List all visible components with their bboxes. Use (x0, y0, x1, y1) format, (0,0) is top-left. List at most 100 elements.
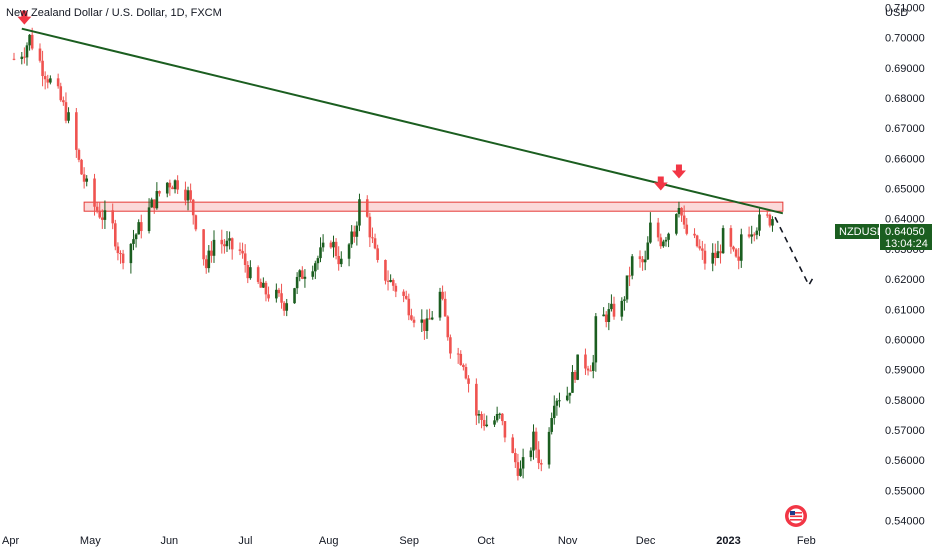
candle (171, 185, 174, 190)
candle-body (649, 222, 652, 243)
flag-globe-icon[interactable] (785, 505, 807, 527)
candle (77, 148, 81, 163)
candle (246, 261, 250, 284)
candle (537, 441, 540, 470)
candle-body (493, 420, 496, 425)
candle-body (675, 214, 678, 234)
candle (49, 75, 52, 85)
candle (729, 225, 733, 254)
candle (630, 254, 634, 280)
candle (212, 230, 216, 263)
x-tick-label: 2023 (716, 535, 740, 547)
candle-body (630, 256, 634, 276)
arrow-down-icon (653, 176, 668, 191)
candle-body (529, 450, 533, 458)
candle (464, 363, 468, 380)
x-tick-label: Nov (558, 535, 578, 547)
candle (719, 244, 722, 264)
candle-body (420, 319, 424, 323)
bar-countdown: 13:04:24 (885, 238, 928, 250)
candle-body (165, 182, 169, 194)
candle-body (85, 178, 89, 182)
candle (173, 179, 177, 194)
candle (355, 221, 359, 246)
candle-body (475, 383, 478, 416)
candle-body (80, 159, 83, 175)
candle-body (147, 207, 151, 232)
candle-body (314, 263, 317, 272)
candle-body (298, 270, 302, 277)
candle (664, 236, 668, 247)
candle-body (334, 241, 338, 256)
candle (12, 52, 16, 61)
candle-body (752, 234, 756, 236)
candle-body (729, 228, 733, 247)
candle (186, 186, 190, 211)
candle-body (558, 400, 561, 402)
candle (46, 74, 50, 89)
candle-body (503, 421, 507, 438)
symbol-tag-bg (835, 224, 879, 239)
candle-body (176, 180, 179, 190)
candle-body (462, 364, 465, 367)
candle-body (301, 270, 304, 279)
y-axis[interactable]: 0.71000 0.70000 0.69000 0.68000 0.67000 0.660… (885, 3, 925, 528)
candle (449, 334, 452, 359)
candle (280, 283, 283, 309)
candle-body (771, 219, 774, 226)
y-tick-label: 0.55000 (885, 485, 925, 497)
candle (680, 207, 683, 222)
candle (594, 313, 598, 372)
candle (610, 294, 613, 312)
symbol-tag: NZDUSD (839, 226, 885, 238)
candle-body (173, 180, 177, 190)
candle-body (404, 295, 408, 299)
candle-body (552, 405, 556, 419)
candle (765, 210, 769, 218)
candle (701, 240, 704, 260)
candle (386, 270, 390, 291)
drawing-layer[interactable] (21, 27, 815, 287)
candle (249, 260, 252, 280)
candle-body (246, 265, 250, 279)
candle-body (695, 235, 699, 247)
candle (698, 239, 702, 251)
candle (189, 183, 192, 203)
candle (228, 231, 231, 250)
candle-body (384, 259, 387, 281)
candle-body (67, 112, 70, 121)
candle (43, 71, 47, 90)
candle (134, 233, 138, 248)
candle-body (565, 395, 569, 401)
candle-body (737, 256, 740, 261)
y-tick-label: 0.54000 (885, 515, 925, 527)
candle (275, 283, 278, 303)
candle-body (249, 267, 252, 279)
candle-body (194, 215, 198, 230)
y-tick-label: 0.66000 (885, 153, 925, 165)
candle-body (459, 353, 463, 365)
candle-body (516, 462, 520, 476)
candle (430, 311, 434, 321)
candle (243, 244, 247, 273)
candle-body (311, 271, 315, 277)
candle-body (591, 362, 595, 371)
candle (485, 415, 489, 428)
candle (103, 200, 107, 229)
candle (539, 459, 543, 472)
candle-body (121, 253, 125, 264)
candle (301, 266, 304, 280)
candle (223, 238, 226, 254)
candle (391, 278, 395, 291)
candle-body (765, 214, 769, 216)
candle-body (550, 418, 553, 432)
candle (758, 208, 761, 237)
candle (20, 52, 24, 65)
candle-body (155, 191, 159, 209)
x-axis[interactable]: Apr May Jun Jul Aug Sep Oct Nov Dec 2023 Feb (2, 535, 816, 547)
candle-body (168, 182, 172, 188)
candle (493, 415, 496, 427)
candle (329, 240, 333, 249)
